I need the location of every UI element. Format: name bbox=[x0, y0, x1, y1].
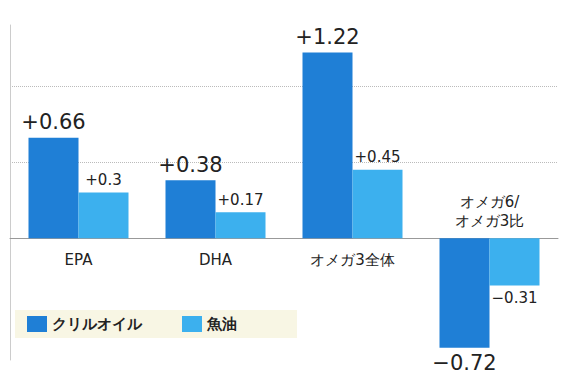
svg-text:−0.72: −0.72 bbox=[432, 351, 496, 375]
svg-text:+0.17: +0.17 bbox=[218, 191, 264, 209]
svg-text:+0.66: +0.66 bbox=[21, 110, 85, 134]
svg-text:オメガ3全体: オメガ3全体 bbox=[310, 251, 395, 269]
svg-text:−0.31: −0.31 bbox=[492, 289, 538, 307]
svg-text:DHA: DHA bbox=[199, 251, 233, 269]
svg-text:クリルオイル: クリルオイル bbox=[52, 315, 143, 333]
svg-text:オメガ3比: オメガ3比 bbox=[455, 212, 525, 230]
svg-text:魚油: 魚油 bbox=[206, 315, 237, 333]
svg-text:+1.22: +1.22 bbox=[295, 25, 359, 49]
svg-text:+0.3: +0.3 bbox=[85, 171, 121, 189]
svg-text:+0.38: +0.38 bbox=[158, 153, 222, 177]
svg-text:オメガ6/: オメガ6/ bbox=[460, 193, 521, 211]
svg-text:+0.45: +0.45 bbox=[355, 148, 401, 166]
svg-text:EPA: EPA bbox=[65, 251, 94, 269]
